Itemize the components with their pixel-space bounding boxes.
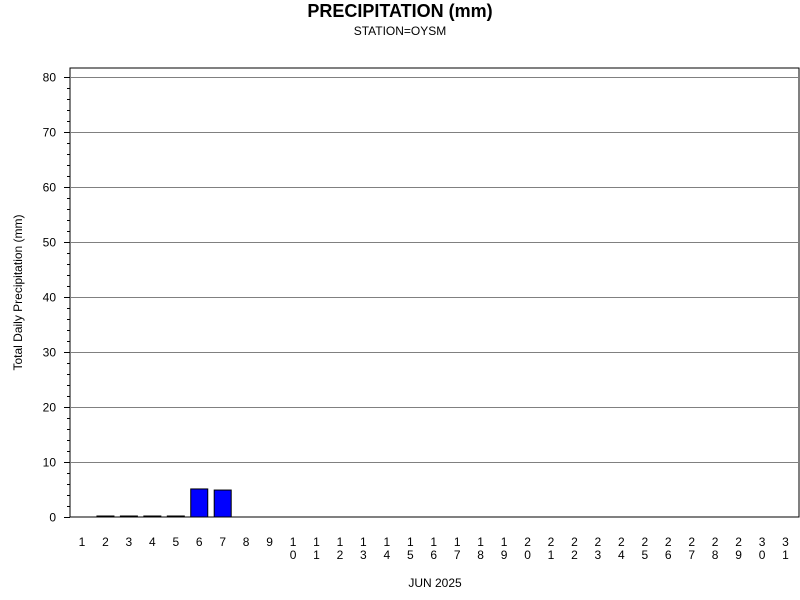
bar-day-5	[166, 515, 185, 518]
bar-day-2	[96, 515, 115, 518]
x-tick-label: 7	[219, 535, 226, 549]
x-tick-label: 5	[172, 535, 179, 549]
chart-subtitle: STATION=OYSM	[353, 24, 447, 38]
x-tick-label: 6	[196, 535, 203, 549]
y-axis-label: Total Daily Precipitation (mm)	[11, 214, 25, 370]
y-tick-label: 60	[43, 181, 57, 195]
plot-frame	[69, 67, 800, 518]
x-tick-label: 2	[102, 535, 109, 549]
y-tick-label: 30	[43, 346, 57, 360]
bar-day-4	[143, 515, 162, 518]
bar-day-3	[119, 515, 138, 518]
x-axis-label: JUN 2025	[408, 576, 462, 590]
y-tick-label: 40	[43, 291, 57, 305]
x-tick-label: 8	[243, 535, 250, 549]
y-tick-label: 80	[43, 71, 57, 85]
y-tick-label: 50	[43, 236, 57, 250]
bar-day-7	[213, 489, 232, 518]
x-tick-label: 4	[149, 535, 156, 549]
y-tick-label: 70	[43, 126, 57, 140]
x-tick-label: 3	[126, 535, 133, 549]
x-tick-label: 1	[79, 535, 86, 549]
y-tick-label: 0	[49, 511, 56, 525]
x-tick-label: 9	[266, 535, 273, 549]
y-tick-label: 10	[43, 456, 57, 470]
y-tick-label: 20	[43, 401, 57, 415]
chart-title: PRECIPITATION (mm)	[307, 1, 493, 21]
bar-day-6	[190, 488, 209, 518]
